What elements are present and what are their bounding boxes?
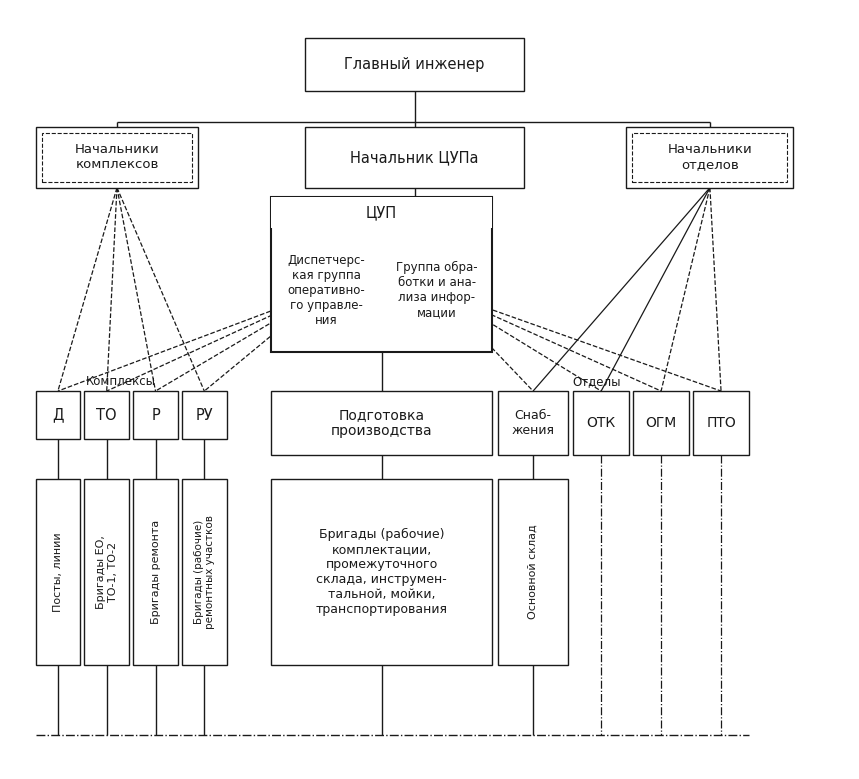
Text: Бригады (рабочие)
ремонтных участков: Бригады (рабочие) ремонтных участков (193, 515, 215, 629)
Bar (182, 479, 227, 665)
Bar (573, 391, 629, 455)
Text: Главный инженер: Главный инженер (344, 57, 484, 72)
Text: Комплексы: Комплексы (86, 375, 156, 388)
Bar (41, 132, 192, 182)
Text: ЦУП: ЦУП (366, 205, 397, 220)
Text: Бригады ремонта: Бригады ремонта (150, 520, 161, 624)
Text: Группа обра-
ботки и ана-
лиза инфор-
мации: Группа обра- ботки и ана- лиза инфор- ма… (396, 261, 478, 319)
Bar (632, 132, 788, 182)
Text: ПТО: ПТО (706, 416, 736, 430)
Bar (35, 479, 80, 665)
Bar (182, 391, 227, 439)
Bar (626, 127, 794, 188)
Bar (305, 38, 524, 90)
Text: Посты, линии: Посты, линии (53, 532, 63, 612)
Bar (633, 391, 689, 455)
Text: ОГМ: ОГМ (645, 416, 677, 430)
Text: Отделы: Отделы (572, 375, 621, 388)
Bar (498, 391, 568, 455)
Text: Бригады (рабочие)
комплектации,
промежуточного
склада, инструмен-
тальной, мойки: Бригады (рабочие) комплектации, промежут… (315, 528, 448, 616)
Bar (498, 479, 568, 665)
Text: Подготовка
производства: Подготовка производства (331, 407, 432, 438)
Text: Диспетчерс-
кая группа
оперативно-
го управле-
ния: Диспетчерс- кая группа оперативно- го уп… (288, 254, 365, 326)
Bar (84, 479, 129, 665)
Text: Д: Д (52, 407, 64, 423)
Bar (84, 391, 129, 439)
Text: Снаб-
жения: Снаб- жения (512, 409, 555, 437)
Text: Основной склад: Основной склад (528, 524, 538, 619)
Text: ТО: ТО (96, 407, 117, 423)
Text: Начальники
комплексов: Начальники комплексов (75, 143, 160, 171)
Bar (271, 479, 492, 665)
Text: Р: Р (151, 407, 160, 423)
Text: ОТК: ОТК (587, 416, 616, 430)
Bar (35, 127, 198, 188)
Bar (271, 197, 492, 228)
Bar (133, 479, 178, 665)
Text: Начальники
отделов: Начальники отделов (667, 143, 752, 171)
Bar (693, 391, 749, 455)
Text: РУ: РУ (196, 407, 213, 423)
Bar (133, 391, 178, 439)
Bar (35, 391, 80, 439)
Bar (271, 391, 492, 455)
Text: Бригады ЕО,
ТО-1, ТО-2: Бригады ЕО, ТО-1, ТО-2 (96, 535, 118, 609)
Bar (305, 127, 524, 188)
Text: Начальник ЦУПа: Начальник ЦУПа (350, 150, 478, 165)
Bar (271, 197, 492, 352)
